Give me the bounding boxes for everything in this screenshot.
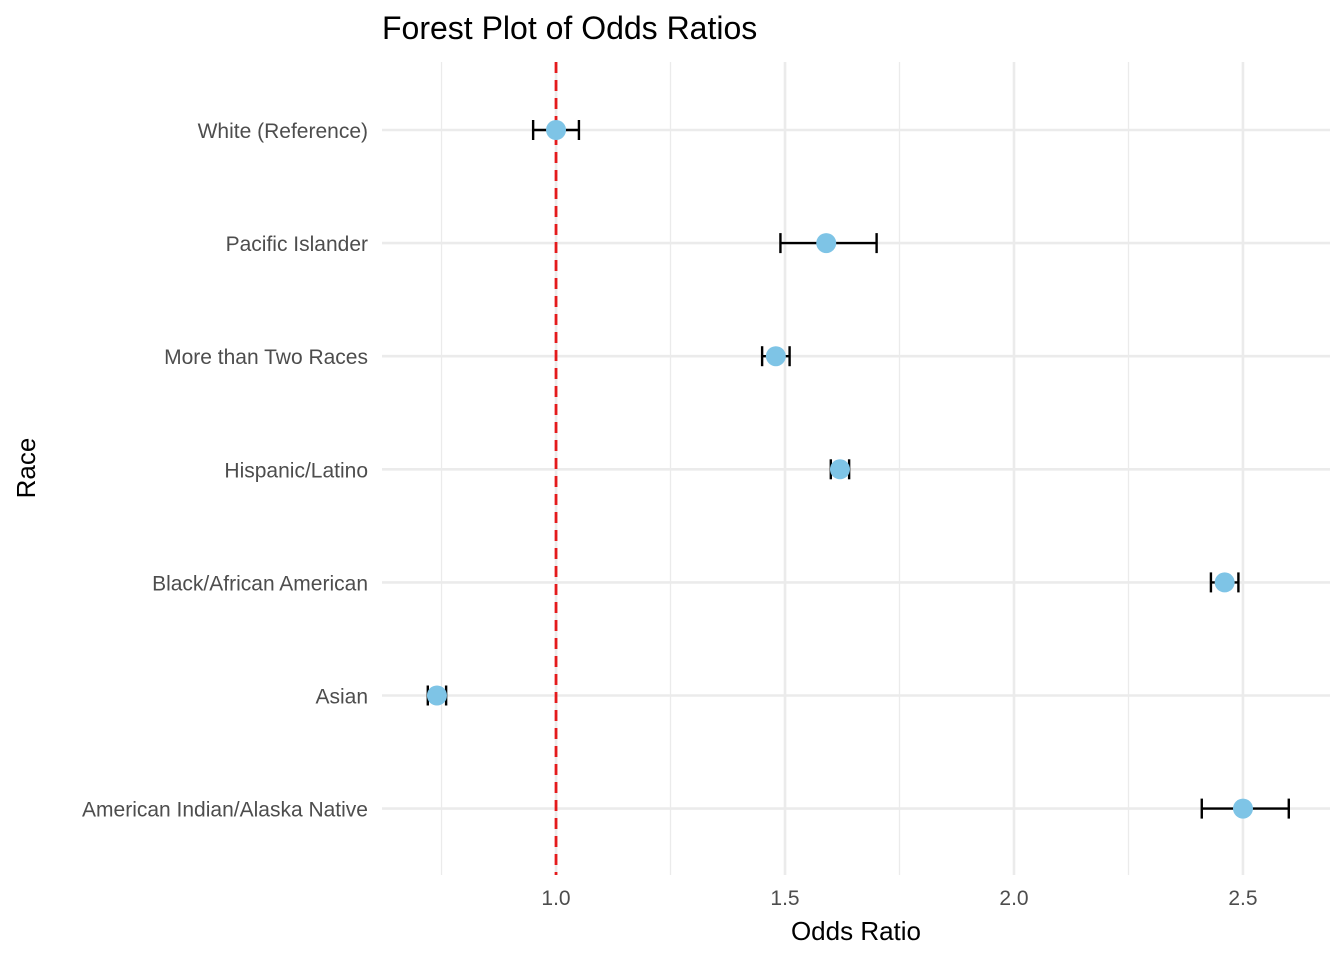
- grid-lines: [382, 62, 1330, 875]
- y-tick-label: Pacific Islander: [226, 233, 368, 256]
- odds-ratio-point: [765, 346, 786, 367]
- x-tick-labels: 1.0 1.5 2.0 2.5: [541, 887, 1257, 910]
- odds-ratio-point: [829, 459, 850, 480]
- x-tick-label: 2.0: [999, 887, 1028, 910]
- odds-ratio-point: [816, 233, 837, 254]
- odds-ratio-point: [546, 120, 567, 140]
- x-tick-label: 1.5: [770, 887, 799, 910]
- odds-ratio-point: [426, 685, 447, 706]
- odds-ratio-point: [1232, 798, 1253, 819]
- y-tick-label: Asian: [315, 686, 368, 709]
- x-tick-label: 1.0: [541, 887, 570, 910]
- x-tick-label: 2.5: [1228, 887, 1257, 910]
- y-tick-label: Black/African American: [152, 572, 368, 595]
- odds-ratio-point: [1214, 572, 1235, 593]
- y-tick-labels: White (Reference) Pacific Islander More th…: [82, 120, 368, 822]
- y-tick-label: White (Reference): [198, 120, 368, 143]
- odds-ratio-points: [426, 120, 1253, 819]
- y-tick-label: American Indian/Alaska Native: [82, 799, 368, 822]
- y-tick-label: More than Two Races: [164, 346, 368, 369]
- chart-title: Forest Plot of Odds Ratios: [382, 10, 757, 46]
- x-axis-title: Odds Ratio: [791, 916, 921, 946]
- y-tick-label: Hispanic/Latino: [224, 459, 368, 482]
- y-axis-title: Race: [11, 438, 41, 499]
